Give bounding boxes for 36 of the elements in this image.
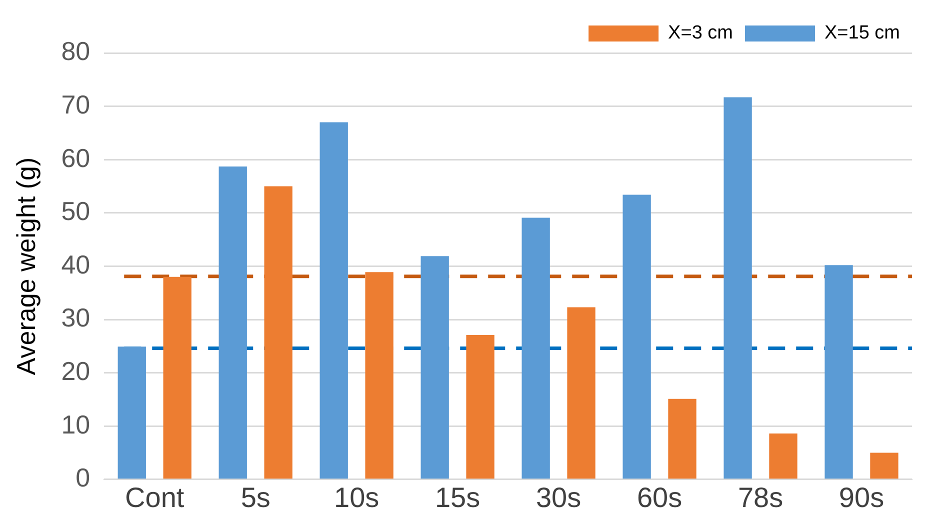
bar	[420, 256, 449, 479]
x-tick-label: 30s	[536, 482, 582, 513]
bar	[466, 334, 494, 479]
bar	[824, 265, 853, 479]
y-axis-title: Average weight (g)	[10, 157, 41, 376]
bar	[218, 166, 247, 479]
bar	[870, 452, 898, 479]
y-tick-label: 40	[61, 249, 90, 280]
y-tick-label: 60	[61, 142, 90, 173]
y-tick-label: 80	[61, 36, 90, 66]
y-tick-label: 30	[61, 302, 90, 333]
legend-label: X=3 cm	[668, 22, 734, 44]
x-tick-label: 10s	[334, 482, 380, 513]
bar	[365, 272, 394, 479]
y-tick-label: 10	[61, 409, 90, 440]
bar	[622, 194, 651, 479]
x-tick-label: 90s	[838, 482, 884, 513]
x-tick-label: Cont	[125, 482, 184, 513]
bar	[724, 97, 752, 479]
bar	[522, 218, 550, 479]
bar	[320, 122, 348, 479]
bar	[567, 307, 596, 479]
y-tick-label: 0	[76, 462, 90, 493]
bar	[264, 186, 292, 479]
bar	[668, 398, 696, 479]
bar	[769, 434, 798, 479]
bar	[118, 346, 146, 479]
legend-label: X=15 cm	[824, 22, 900, 44]
y-tick-label: 20	[61, 356, 90, 386]
y-tick-label: 50	[61, 196, 90, 226]
bar	[163, 276, 192, 479]
x-tick-label: 60s	[636, 482, 682, 513]
x-tick-label: 15s	[434, 482, 480, 513]
y-tick-label: 70	[61, 89, 90, 120]
x-tick-label: 78s	[738, 482, 784, 513]
x-tick-label: 5s	[240, 482, 270, 513]
